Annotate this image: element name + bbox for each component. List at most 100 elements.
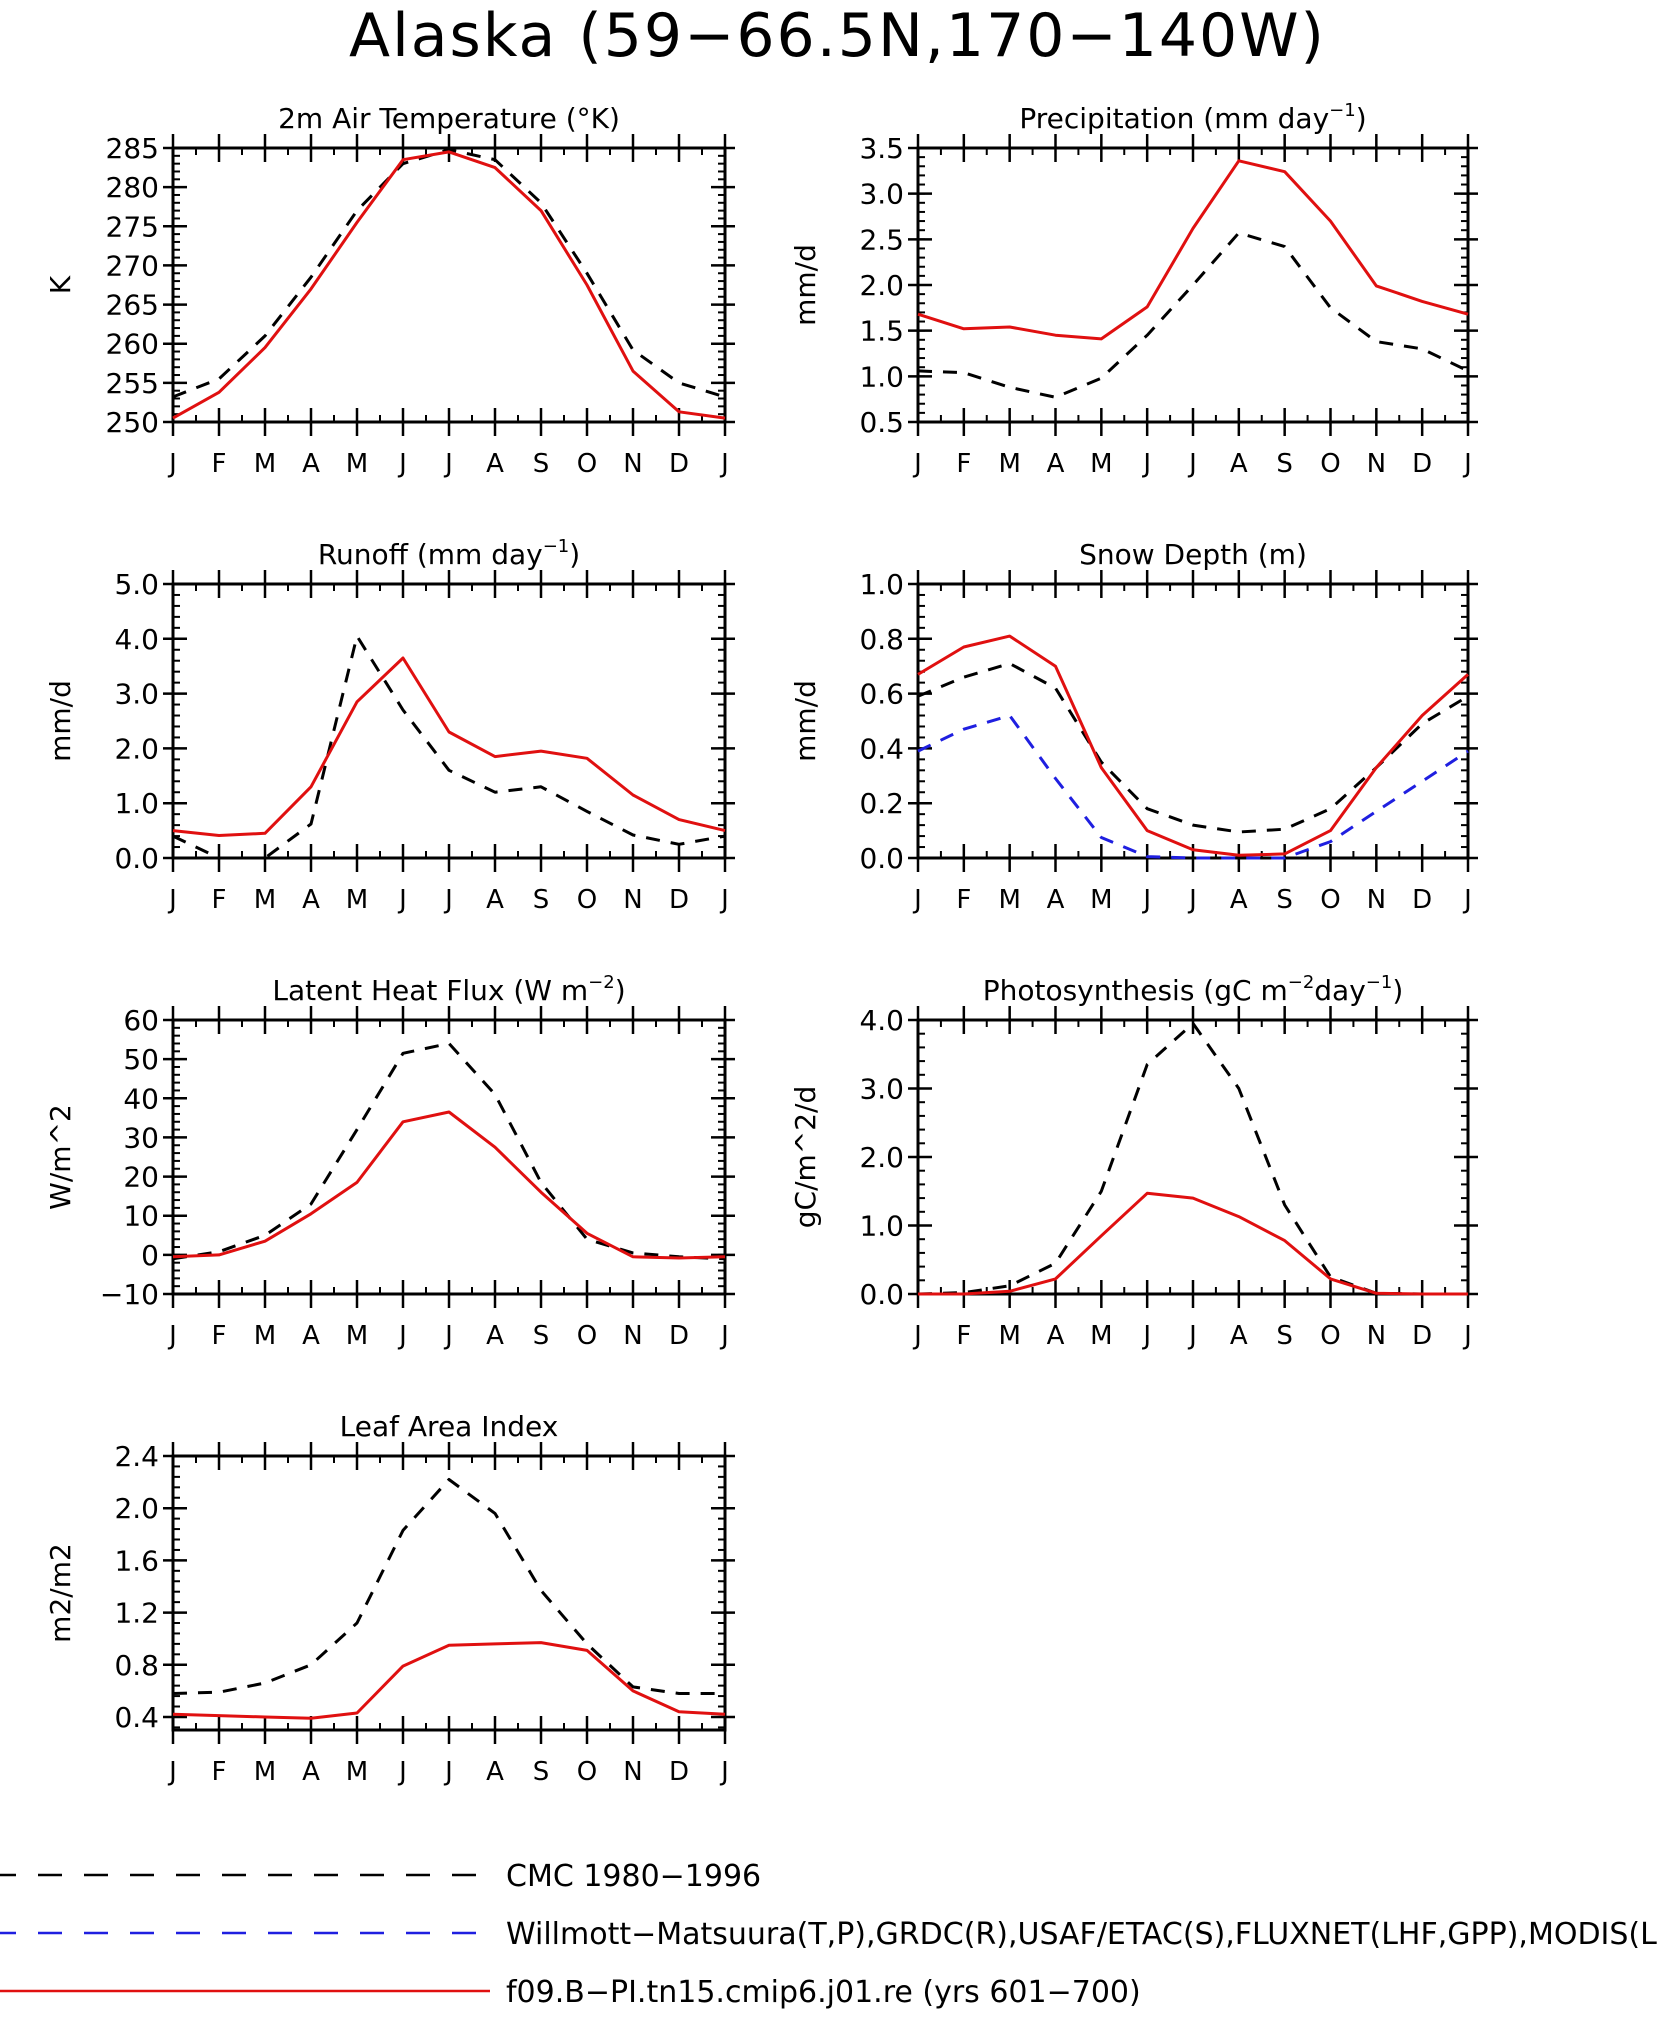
y-axis-label: mm/d	[789, 680, 822, 762]
x-tick-label: A	[1047, 449, 1065, 479]
plot-frame	[171, 1454, 727, 1732]
chart-title: Latent Heat Flux (W m−2)	[272, 972, 625, 1007]
x-tick-label: A	[486, 1321, 504, 1351]
chart-title-superscript: −1	[543, 536, 570, 557]
x-tick-label: D	[1412, 885, 1432, 915]
y-tick-label: 2.0	[114, 1492, 159, 1525]
x-tick-label: M	[346, 885, 368, 915]
x-tick-label: M	[998, 449, 1020, 479]
y-tick-label: 265	[106, 289, 159, 322]
x-tick-label: O	[1320, 449, 1340, 479]
x-tick-label: F	[956, 1321, 971, 1351]
chart-title: Photosynthesis (gC m−2day−1)	[983, 972, 1404, 1007]
y-tick-label: 30	[123, 1121, 159, 1154]
x-tick-label: J	[1187, 449, 1197, 479]
x-tick-label: J	[719, 449, 729, 479]
legend-label-model: f09.B−PI.tn15.cmip6.j01.re (yrs 601−700)	[506, 1975, 1141, 2010]
y-tick-label: 0.8	[859, 623, 904, 656]
chart-title-superscript: −2	[1288, 972, 1315, 993]
x-tick-label: J	[1187, 1321, 1197, 1351]
y-tick-label: 1.6	[114, 1544, 159, 1577]
x-tick-label: S	[533, 1321, 550, 1351]
x-tick-label: J	[912, 1321, 922, 1351]
chart-title: Precipitation (mm day−1)	[1019, 100, 1366, 135]
y-tick-label: 3.0	[859, 1073, 904, 1106]
x-tick-label: J	[443, 1321, 453, 1351]
x-tick-label: M	[1090, 1321, 1112, 1351]
x-tick-label: J	[1141, 1321, 1151, 1351]
chart-title-text: Runoff (mm day	[318, 538, 543, 571]
x-tick-label: D	[669, 1321, 689, 1351]
chart-panel-precip: Precipitation (mm day−1)mm/dJ F M A M J J A S O N D…	[789, 100, 1478, 479]
x-tick-label: J	[443, 449, 453, 479]
y-tick-label: 285	[106, 132, 159, 165]
y-tick-label: 0.6	[859, 678, 904, 711]
y-tick-label: 0.0	[114, 842, 159, 875]
y-tick-label: 50	[123, 1043, 159, 1076]
x-tick-label: J	[397, 1757, 407, 1787]
y-tick-label: 10	[123, 1200, 159, 1233]
chart-title-text-end: )	[1356, 102, 1367, 135]
x-tick-label: N	[623, 885, 642, 915]
chart-title-text-mid: day	[1314, 974, 1366, 1007]
x-tick-label: A	[486, 885, 504, 915]
x-tick-label: M	[254, 449, 276, 479]
x-tick-label: F	[956, 885, 971, 915]
y-tick-label: 0.8	[114, 1649, 159, 1682]
x-tick-label: N	[623, 1757, 642, 1787]
x-tick-label: J	[719, 1757, 729, 1787]
series-line-cmc	[172, 148, 726, 399]
x-tick-label: J	[1462, 449, 1472, 479]
chart-title: Runoff (mm day−1)	[318, 536, 580, 571]
chart-title-text: Snow Depth (m)	[1079, 538, 1307, 571]
x-tick-label: O	[577, 449, 597, 479]
series-line-cmc	[917, 1021, 1468, 1296]
x-tick-label: M	[254, 1321, 276, 1351]
chart-title-superscript: −2	[588, 972, 615, 993]
chart-panel-snow: Snow Depth (m)mm/dJ F M A M J J A S O N D J0.00.20.4…	[789, 538, 1478, 915]
y-tick-label: 4.0	[859, 1004, 904, 1037]
x-tick-label: D	[1412, 1321, 1432, 1351]
x-tick-label: D	[669, 449, 689, 479]
x-tick-label: A	[302, 449, 320, 479]
y-tick-label: 4.0	[114, 623, 159, 656]
y-tick-label: 2.4	[114, 1440, 159, 1473]
x-tick-label: S	[533, 449, 550, 479]
x-tick-label: J	[397, 449, 407, 479]
x-tick-label: N	[1367, 1321, 1386, 1351]
series-line-cmc	[172, 1042, 726, 1261]
y-tick-label: 1.0	[114, 787, 159, 820]
x-tick-label: A	[1230, 1321, 1248, 1351]
x-tick-label: F	[212, 449, 227, 479]
x-tick-label: O	[1320, 885, 1340, 915]
x-tick-label: J	[1462, 885, 1472, 915]
y-tick-label: 270	[106, 249, 159, 282]
x-tick-label: N	[1367, 449, 1386, 479]
series-line-model	[918, 1191, 1468, 1296]
x-tick-label: J	[167, 1321, 177, 1351]
x-tick-label: J	[1462, 1321, 1472, 1351]
y-tick-label: 260	[106, 328, 159, 361]
x-tick-label: J	[167, 1757, 177, 1787]
x-tick-label: F	[212, 1757, 227, 1787]
y-tick-label: 2.0	[859, 1141, 904, 1174]
chart-title: Snow Depth (m)	[1079, 538, 1307, 571]
y-tick-label: 60	[123, 1004, 159, 1037]
y-tick-label: 0.0	[859, 842, 904, 875]
plot-frame	[171, 1018, 727, 1296]
x-tick-label: J	[719, 885, 729, 915]
y-tick-label: 1.0	[859, 1210, 904, 1243]
y-axis-label: K	[44, 275, 77, 294]
y-tick-label: 0	[141, 1239, 159, 1272]
y-axis-label: mm/d	[789, 244, 822, 326]
y-tick-label: 0.4	[114, 1701, 159, 1734]
x-tick-label: D	[669, 885, 689, 915]
chart-title-text-end: )	[615, 974, 626, 1007]
x-tick-label: A	[302, 885, 320, 915]
plot-frame	[171, 582, 727, 860]
y-tick-label: 0.2	[859, 787, 904, 820]
series-line-cmc	[917, 231, 1469, 399]
legend: CMC 1980−1996 Willmott−Matsuura(T,P),GRDC…	[0, 1859, 1657, 2010]
x-tick-label: M	[346, 1757, 368, 1787]
